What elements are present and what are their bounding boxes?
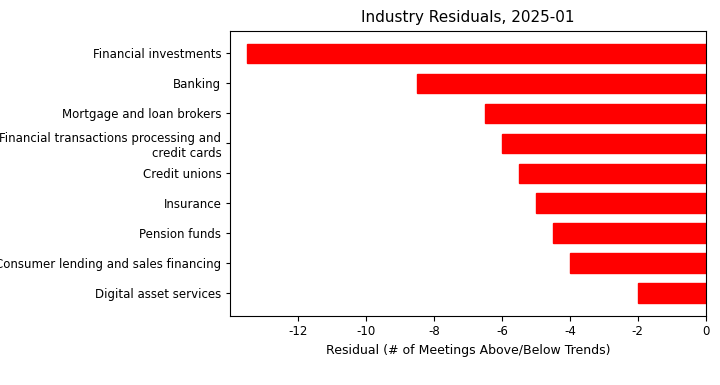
Bar: [519, 164, 706, 183]
Bar: [553, 223, 706, 243]
Bar: [502, 134, 706, 153]
Title: Industry Residuals, 2025-01: Industry Residuals, 2025-01: [361, 10, 575, 25]
Bar: [417, 74, 706, 93]
Bar: [485, 104, 706, 123]
Bar: [570, 253, 706, 273]
Bar: [638, 283, 706, 303]
Bar: [536, 193, 706, 213]
X-axis label: Residual (# of Meetings Above/Below Trends): Residual (# of Meetings Above/Below Tren…: [325, 344, 611, 357]
Bar: [248, 44, 706, 63]
